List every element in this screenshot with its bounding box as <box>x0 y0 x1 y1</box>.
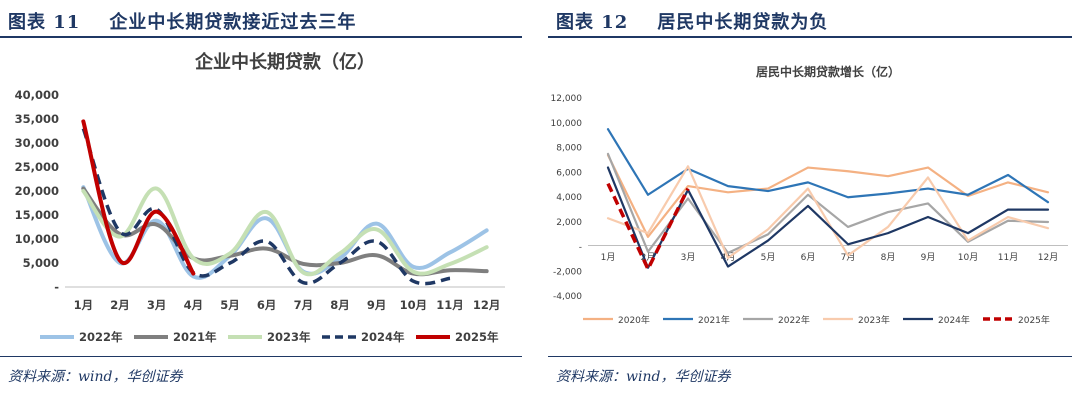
legend-label: 2021年 <box>698 314 730 326</box>
legend-label: 2024年 <box>361 330 405 344</box>
x-tick-label: 11月 <box>998 252 1018 263</box>
figure-11-label: 图表 11 <box>8 12 81 33</box>
figure-11-top-rule <box>0 36 522 38</box>
series-line-2021年 <box>606 128 1050 204</box>
y-tick-label: 6,000 <box>556 168 582 178</box>
y-tick-label: 2,000 <box>556 218 582 228</box>
figure-11-heading: 图表 11 企业中长期贷款接近过去三年 <box>8 8 356 34</box>
x-tick-label: 8月 <box>881 252 896 263</box>
figure-12-bottom-rule <box>548 356 1072 357</box>
y-tick-label: 25,000 <box>15 160 59 174</box>
x-tick-label: 9月 <box>921 252 936 263</box>
y-tick-label: 10,000 <box>551 119 583 129</box>
y-tick-label: 40,000 <box>15 88 59 102</box>
y-tick-label: - <box>579 243 582 253</box>
x-tick-label: 12月 <box>1038 252 1058 263</box>
y-tick-label: 30,000 <box>15 136 59 150</box>
legend-label: 2021年 <box>173 330 217 344</box>
legend-label: 2023年 <box>267 330 311 344</box>
figure-11-bottom-rule <box>0 356 522 357</box>
figure-11-source: 资料来源：wind，华创证券 <box>8 369 183 385</box>
y-tick-label: 4,000 <box>556 193 582 203</box>
figure-12-source: 资料来源：wind，华创证券 <box>556 369 731 385</box>
figure-12-top-rule <box>548 36 1072 38</box>
y-tick-label: 10,000 <box>15 232 59 246</box>
x-tick-label: 1月 <box>601 252 616 263</box>
series-line-2020年 <box>606 154 1050 238</box>
x-tick-label: 3月 <box>681 252 696 263</box>
series-line-2022年 <box>606 152 1050 255</box>
y-tick-label: - <box>54 280 59 294</box>
figure-12-title: 居民中长期贷款为负 <box>657 12 829 33</box>
legend-label: 2025年 <box>455 330 499 344</box>
legend-label: 2024年 <box>938 314 970 326</box>
x-tick-label: 2月 <box>110 298 130 312</box>
x-tick-label: 2月 <box>641 252 656 263</box>
series-line-2023年 <box>81 186 489 277</box>
enterprise-loans-chart: 企业中长期贷款（亿） 40,000 35,000 30,000 25,000 20,000… <box>15 51 505 344</box>
y-tick-label: 5,000 <box>23 256 59 270</box>
legend-label: 2023年 <box>858 314 890 326</box>
series-line-2025年 <box>81 119 196 276</box>
legend-label: 2022年 <box>79 330 123 344</box>
x-tick-label: 9月 <box>367 298 387 312</box>
y-tick-label: 15,000 <box>15 208 59 222</box>
y-tick-label: -4,000 <box>553 292 582 302</box>
y-tick-label: 20,000 <box>15 184 59 198</box>
x-tick-label: 7月 <box>841 252 856 263</box>
figure-12-heading: 图表 12 居民中长期贷款为负 <box>556 8 828 34</box>
figure-12-panel: 图表 12 居民中长期贷款为负 居民中长期贷款增长（亿） 12,000 10,000… <box>548 0 1080 403</box>
x-tick-label: 8月 <box>330 298 350 312</box>
y-tick-label: 12,000 <box>551 94 583 104</box>
x-tick-label: 6月 <box>801 252 816 263</box>
series-line-2024年 <box>81 128 451 286</box>
x-tick-label: 5月 <box>761 252 776 263</box>
x-tick-label: 10月 <box>958 252 978 263</box>
x-tick-label: 3月 <box>147 298 167 312</box>
chart-title: 居民中长期贷款增长（亿） <box>756 64 900 79</box>
y-tick-label: 35,000 <box>15 112 59 126</box>
household-loans-chart: 居民中长期贷款增长（亿） 12,000 10,000 8,000 6,000 4,000 2… <box>551 64 1068 326</box>
x-tick-label: 10月 <box>400 298 428 312</box>
x-tick-label: 4月 <box>184 298 204 312</box>
chart-title: 企业中长期贷款（亿） <box>194 51 375 73</box>
x-tick-label: 1月 <box>74 298 94 312</box>
legend-label: 2025年 <box>1018 314 1050 326</box>
legend-label: 2022年 <box>778 314 810 326</box>
figure-11-title: 企业中长期贷款接近过去三年 <box>109 12 357 33</box>
series-line-2023年 <box>606 165 1050 259</box>
figure-11-panel: 图表 11 企业中长期贷款接近过去三年 企业中长期贷款（亿） 40,000 35,0… <box>0 0 530 403</box>
series-line-2024年 <box>606 166 1050 269</box>
y-tick-label: 8,000 <box>556 144 582 154</box>
x-tick-label: 6月 <box>257 298 277 312</box>
series-line-2025年 <box>606 182 690 271</box>
x-tick-label: 12月 <box>473 298 501 312</box>
figure-12-label: 图表 12 <box>556 12 629 33</box>
x-tick-label: 5月 <box>220 298 240 312</box>
x-tick-label: 7月 <box>294 298 314 312</box>
x-tick-label: 11月 <box>436 298 464 312</box>
legend-label: 2020年 <box>618 314 650 326</box>
y-tick-label: -2,000 <box>553 267 582 277</box>
